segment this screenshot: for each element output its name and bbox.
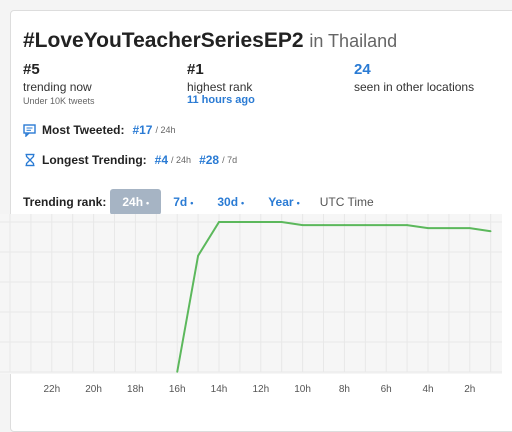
chart-x-tick-label: 10h [294,384,311,395]
tab-dot: • [296,198,300,208]
chart-data-point [364,224,367,226]
chart-x-tick-label: 12h [252,384,269,395]
chart-data-point [301,224,304,226]
chart-x-tick-label: 6h [381,384,392,395]
most-tweeted-label: Most Tweeted: [42,123,125,137]
chart-x-tick-label: 14h [211,384,228,395]
chat-icon [23,124,36,137]
chart-data-point [406,224,408,226]
chart-plot-background [0,214,502,374]
stat-sub: Under 10K tweets [23,96,95,106]
chart-x-tick-label: 18h [127,384,144,395]
chart-x-tick-label: 16h [169,384,186,395]
tab-label: 24h [122,195,144,209]
longest-trending-label: Longest Trending: [42,153,147,167]
tab-label: 30d [217,195,239,209]
trending-rank-chart: 22h 20h 18h 16h 14h 12h 10h 8h 6h 4h 2h [0,214,502,395]
chart-x-tick-label: 22h [43,384,60,395]
stat-other-locations: 24 seen in other locations [354,61,474,94]
tab-dot: • [190,198,194,208]
chart-data-point [489,230,492,232]
most-tweeted-period: / 24h [155,125,176,135]
tab-label: 7d [173,195,188,209]
stat-value-link[interactable]: 24 [354,61,371,78]
trending-rank-bar: Trending rank: 24h • 7d • 30d • Year • UTC T… [23,189,382,215]
tab-label: Year [268,195,294,209]
longest-trending-rank-24h[interactable]: #4 [154,153,169,167]
trend-location: in Thailand [309,31,398,51]
stat-label: seen in other locations [354,80,475,94]
chart-data-point [343,224,346,226]
timezone-toggle[interactable]: UTC Time [319,195,374,209]
chart-data-point [218,221,220,223]
chart-data-point [448,227,450,229]
longest-trending-rank-7d[interactable]: #28 [199,153,220,167]
stat-value: #5 [23,61,40,78]
chart-x-tick-label: 20h [85,384,102,395]
page-title: #LoveYouTeacherSeriesEP2 in Thailand [23,29,397,53]
tab-7d[interactable]: 7d • [161,189,205,215]
tab-dot: • [241,198,245,208]
chart-x-tick-label: 4h [422,384,433,395]
stat-label: trending now [23,80,92,94]
stat-value: #1 [187,61,204,78]
longest-trending-row: Longest Trending: #4 / 24h #28 / 7d [23,153,237,167]
stat-label: highest rank [187,80,253,94]
tab-dot: • [146,198,150,208]
chart-x-tick-label: 8h [339,384,350,395]
tab-30d[interactable]: 30d • [205,189,256,215]
most-tweeted-row: Most Tweeted: #17 / 24h [23,123,176,137]
chart-data-point [260,221,262,223]
chart-data-point [239,221,241,223]
chart-data-point [176,371,178,373]
stat-highest-rank: #1 highest rank 11 hours ago [187,61,255,106]
tab-24h[interactable]: 24h • [110,189,162,215]
chart-series-line [176,221,491,373]
chart-x-tick-label: 2h [464,384,475,395]
chart-data-point [427,227,429,229]
longest-trending-period-24h: / 24h [171,155,192,165]
tab-year[interactable]: Year • [256,189,312,215]
hourglass-icon [25,153,35,167]
most-tweeted-rank[interactable]: #17 [132,123,153,137]
chart-data-point [469,227,471,229]
longest-trending-period-7d: / 7d [222,155,238,165]
chart-data-point [322,224,325,226]
stat-sub-link[interactable]: 11 hours ago [187,94,255,106]
chart-data-point [197,254,199,257]
chart-data-point [385,224,388,226]
trending-rank-label: Trending rank: [23,195,107,209]
stat-trending-now: #5 trending now Under 10K tweets [23,61,95,106]
chart-data-point [280,221,283,223]
trend-name: #LoveYouTeacherSeriesEP2 [23,29,304,52]
